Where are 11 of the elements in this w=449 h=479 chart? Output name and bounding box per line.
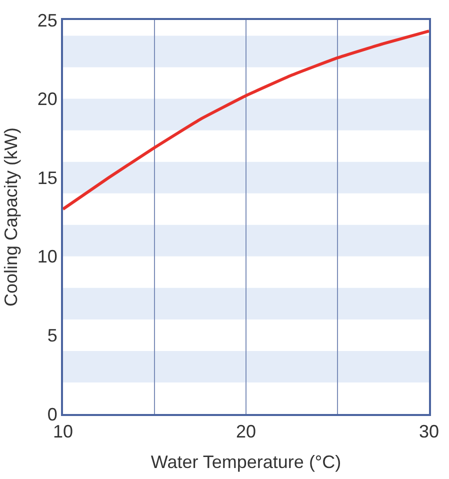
y-tick-label: 0 — [47, 404, 58, 424]
x-tick-label: 30 — [418, 422, 440, 442]
line-series — [63, 30, 429, 211]
y-tick-label: 20 — [37, 89, 58, 110]
y-axis-title: Cooling Capacity (kW) — [1, 127, 22, 307]
y-tick-label: 25 — [37, 10, 58, 30]
x-axis-title: Water Temperature (°C) — [150, 452, 342, 472]
y-tick-label: 5 — [47, 326, 58, 346]
y-tick-label: 15 — [37, 168, 58, 188]
y-tick-label: 10 — [37, 246, 58, 267]
x-tick-label: 20 — [236, 422, 256, 442]
